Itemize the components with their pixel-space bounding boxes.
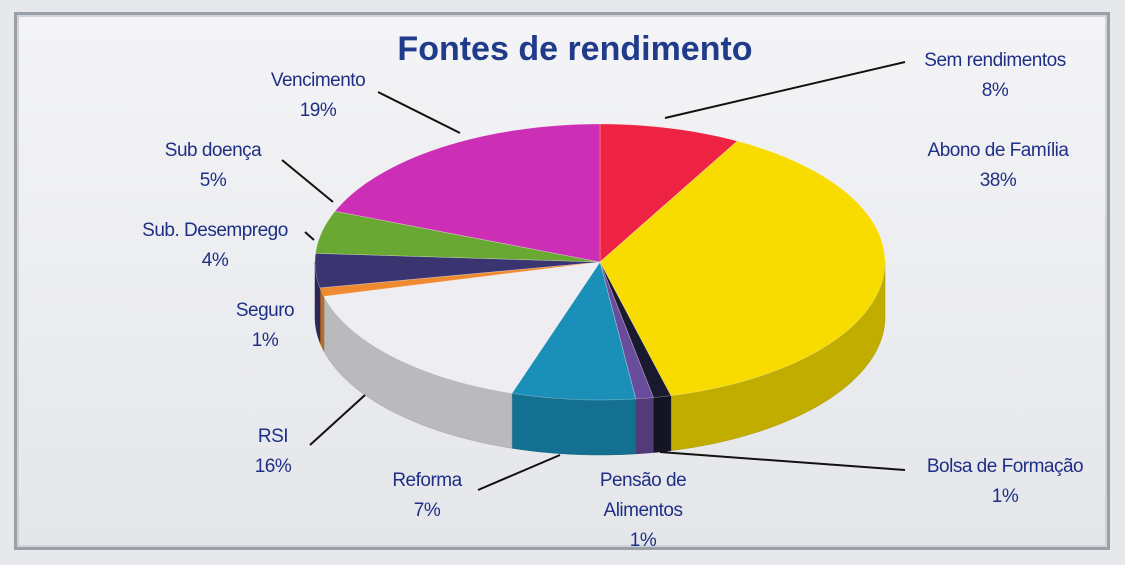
category-name: Bolsa de Formação xyxy=(926,456,1084,477)
pie-slice xyxy=(599,140,886,396)
category-name: Abono de Família xyxy=(927,140,1069,161)
value-label: 38% xyxy=(979,170,1017,191)
leader-line xyxy=(664,61,906,119)
value-label: 1% xyxy=(629,530,657,551)
leader-line xyxy=(477,454,561,491)
category-name: Sem rendimentos xyxy=(924,50,1066,71)
slice-side xyxy=(511,392,636,456)
pie-slice xyxy=(599,261,672,398)
slice-label: Reforma 7% xyxy=(357,466,497,526)
slice-label: Sem rendimentos 8% xyxy=(895,46,1095,106)
value-label: 4% xyxy=(201,250,229,271)
value-label: 16% xyxy=(254,456,292,477)
pie-slice xyxy=(314,253,601,289)
slice-label: Bolsa de Formação 1% xyxy=(895,452,1115,512)
chart-title: Fontes de rendimento xyxy=(397,30,753,68)
category-name: Pensão de Alimentos xyxy=(599,470,687,521)
pie-slice xyxy=(319,261,601,297)
pie-slice xyxy=(315,210,601,263)
category-name: RSI xyxy=(257,426,289,447)
value-label: 1% xyxy=(251,330,279,351)
value-label: 5% xyxy=(199,170,227,191)
category-name: Seguro xyxy=(235,300,295,321)
pie-slice xyxy=(511,261,637,401)
slice-label: Sub. Desemprego 4% xyxy=(115,216,315,276)
slice-label: RSI 16% xyxy=(233,422,313,482)
value-label: 8% xyxy=(981,80,1009,101)
value-label: 19% xyxy=(299,100,337,121)
slice-label: Sub doença 5% xyxy=(138,136,288,196)
slice-side xyxy=(653,395,672,453)
leader-line xyxy=(309,394,366,446)
slice-side xyxy=(314,261,321,343)
slice-side xyxy=(635,397,654,455)
category-name: Reforma xyxy=(392,470,462,491)
slice-label: Abono de Família 38% xyxy=(898,136,1098,196)
pie-slice xyxy=(599,261,654,400)
slice-label: Vencimento 19% xyxy=(238,66,398,126)
value-label: 1% xyxy=(991,486,1019,507)
leader-line xyxy=(304,231,315,241)
category-name: Sub. Desemprego xyxy=(142,220,288,241)
category-name: Sub doença xyxy=(164,140,262,161)
leader-line xyxy=(659,451,906,471)
category-name: Vencimento xyxy=(270,70,366,91)
pie-slice xyxy=(334,123,601,263)
pie-slice xyxy=(599,123,738,263)
slice-side xyxy=(319,287,325,352)
slice-label: Seguro 1% xyxy=(215,296,315,356)
leader-line xyxy=(377,91,461,134)
slice-label: Pensão de Alimentos 1% xyxy=(583,466,703,556)
pie-slice xyxy=(323,261,601,394)
value-label: 7% xyxy=(413,500,441,521)
leader-line xyxy=(281,159,334,203)
